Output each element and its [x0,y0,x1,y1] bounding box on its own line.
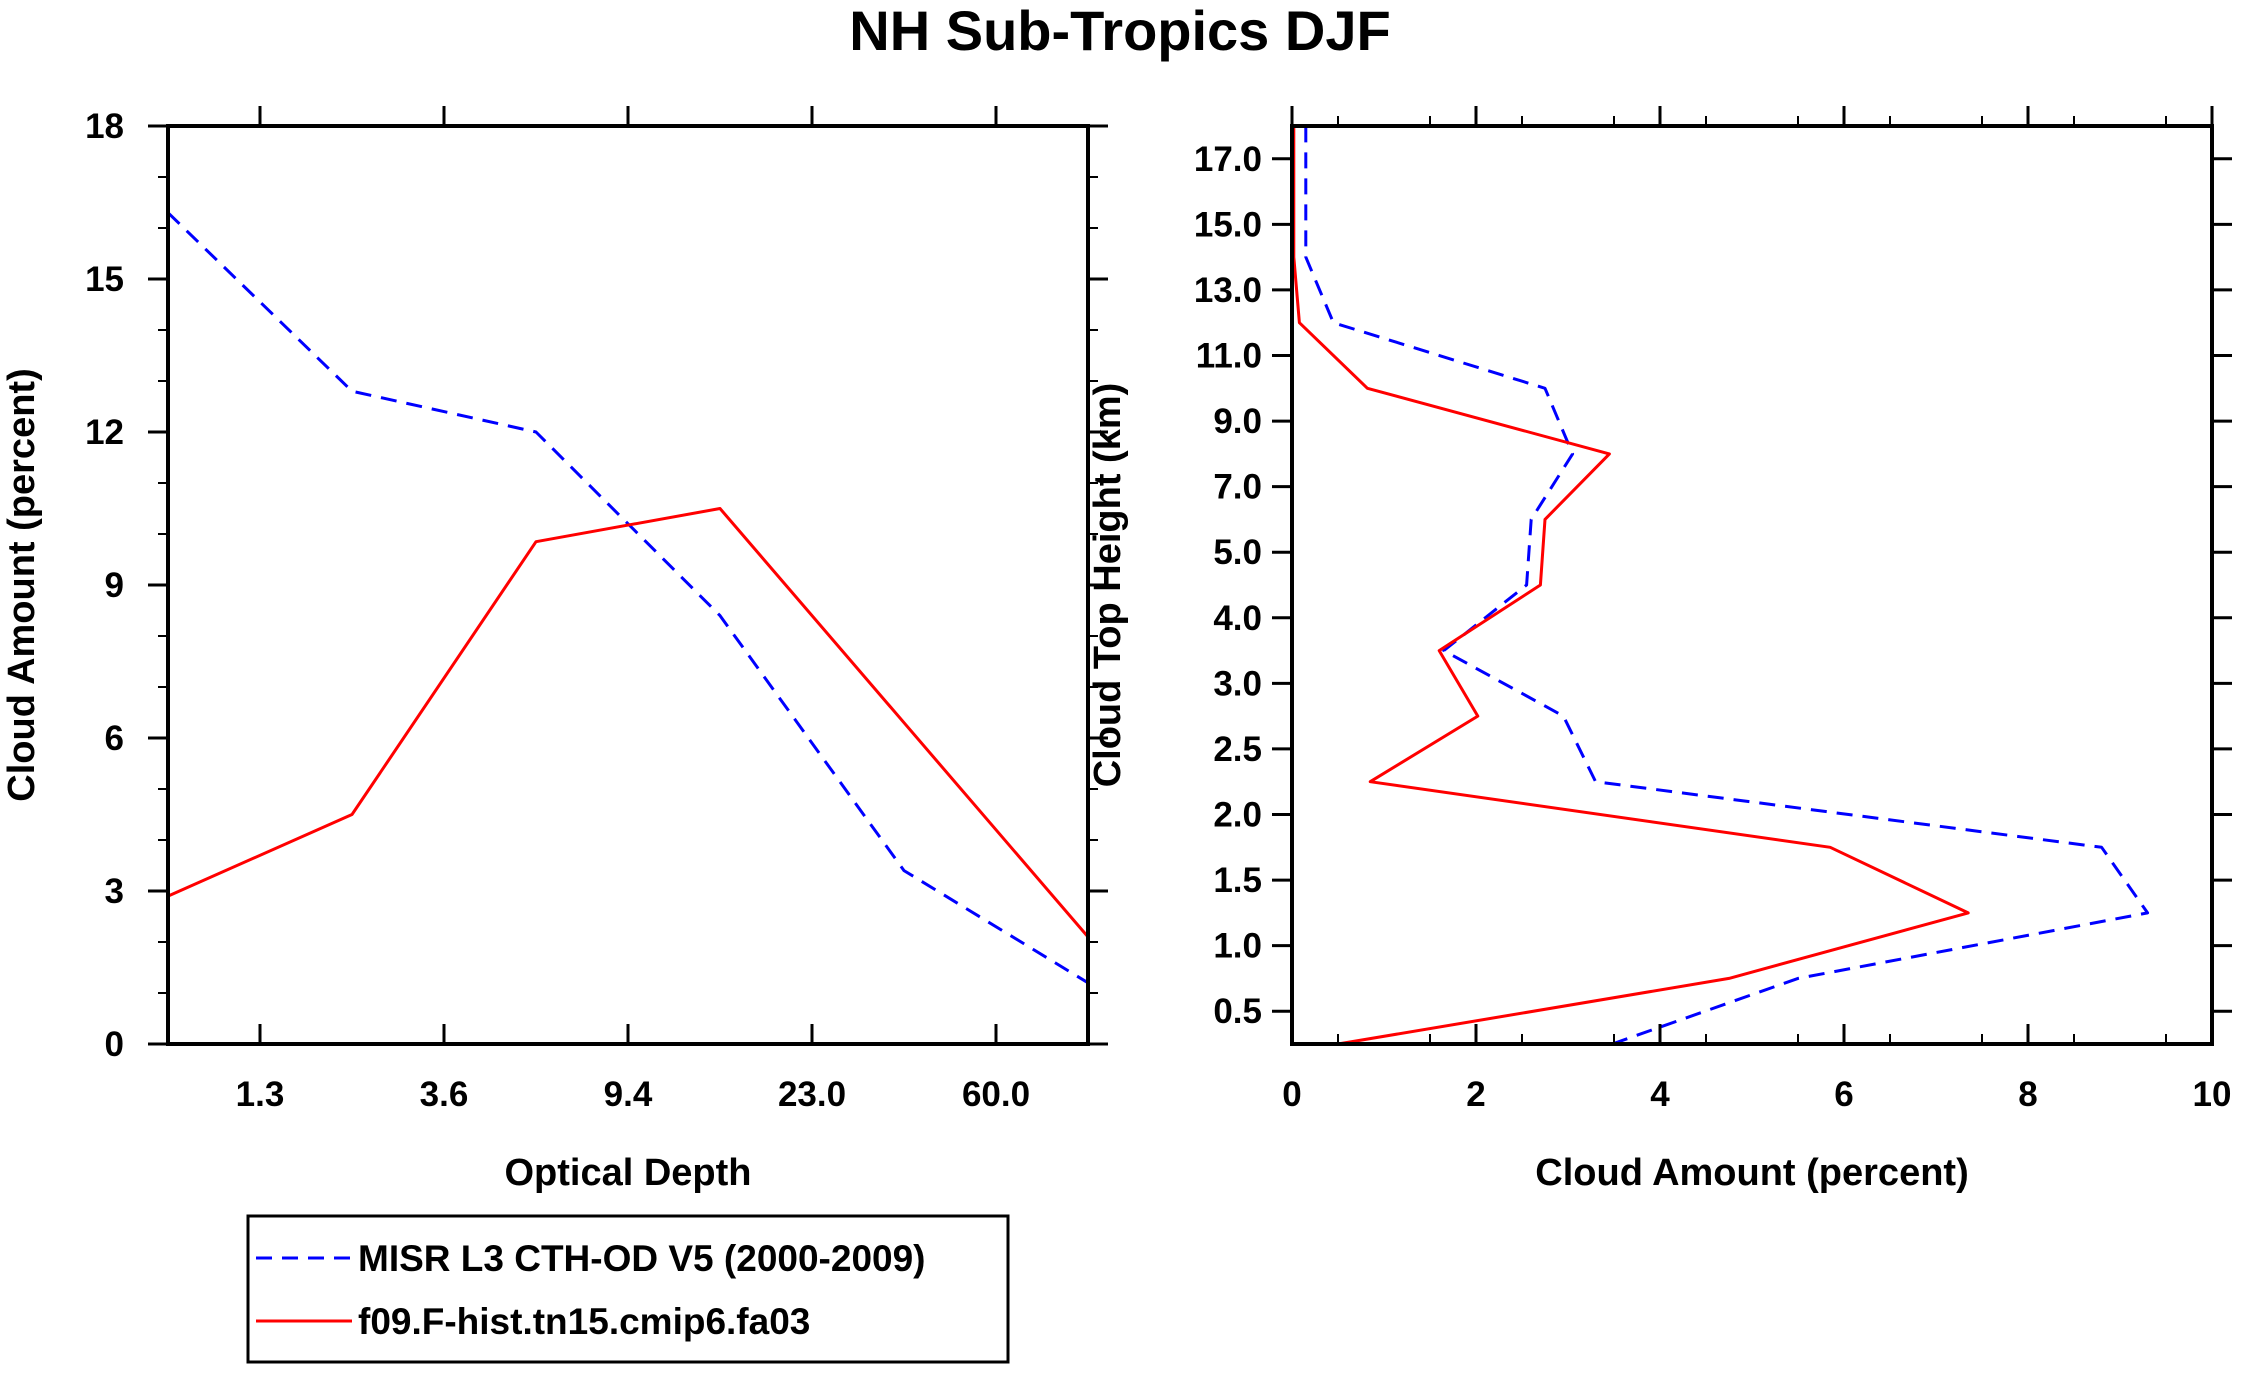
cth-y-tick-label: 2.0 [1213,796,1262,835]
optical-depth-x-label: Optical Depth [504,1152,751,1194]
od-y-tick-label: 9 [105,566,124,605]
cth-x-tick-label: 2 [1466,1075,1485,1114]
od-x-tick-label: 1.3 [236,1075,285,1114]
legend-box [246,1214,1010,1364]
cloud-top-height-x-label: Cloud Amount (percent) [1535,1152,1968,1194]
cth-y-tick-label: 9.0 [1213,402,1262,441]
cth-y-tick-label: 0.5 [1213,992,1262,1031]
od-x-tick-label: 9.4 [604,1075,653,1114]
cth-y-tick-label: 3.0 [1213,664,1262,703]
od-y-tick-label: 6 [105,719,124,758]
cth-y-tick-label: 11.0 [1196,337,1262,376]
cloud-top-height-plot-frame [1290,124,2214,1046]
od-series-line-model [167,507,1090,938]
cth-x-tick-label: 6 [1834,1075,1853,1114]
cloud-top-height-panel: 0 2 4 6 8 10 0.5 1.0 1.5 2.0 2.5 3.0 4.0 5.0 7.0 9.0 11.… [1087,106,2232,1194]
optical-depth-panel: 1.3 3.6 9.4 23.0 60.0 0 3 6 9 12 15 18 Optical Dept… [1,106,1108,1194]
cth-y-tick-label: 15.0 [1194,205,1262,244]
od-y-tick-label: 0 [105,1025,124,1064]
cth-series-line-model [1292,126,1970,1046]
od-y-tick-label: 12 [85,413,124,452]
legend: MISR L3 CTH-OD V5 (2000-2009) f09.F-hist… [246,1214,1010,1364]
figure-title: NH Sub-Tropics DJF [849,0,1390,62]
od-x-tick-label: 23.0 [778,1075,846,1114]
od-x-tick-label: 3.6 [420,1075,469,1114]
cth-x-tick-label: 8 [2018,1075,2037,1114]
optical-depth-y-label: Cloud Amount (percent) [1,368,43,801]
od-y-tick-label: 15 [85,260,124,299]
od-series-line-misr [166,211,1089,985]
cth-y-tick-label: 2.5 [1213,730,1262,769]
cth-y-tick-label: 13.0 [1194,271,1262,310]
cth-y-tick-label: 4.0 [1213,599,1262,638]
cth-x-tick-label: 0 [1282,1075,1301,1114]
cth-y-tick-label: 7.0 [1213,468,1262,507]
cloud-top-height-series [1292,126,2150,1046]
cth-x-tick-label: 4 [1650,1075,1670,1114]
od-x-tick-label: 60.0 [962,1075,1030,1114]
od-y-tick-label: 18 [85,107,124,146]
legend-label-model: f09.F-hist.tn15.cmip6.fa03 [358,1301,810,1342]
od-y-tick-label: 3 [105,872,124,911]
cth-series-line-misr [1304,126,2150,1046]
cth-y-tick-label: 1.0 [1213,927,1262,966]
cloud-top-height-axis-ticks: 0 2 4 6 8 10 0.5 1.0 1.5 2.0 2.5 3.0 4.0 5.0 7.0 9.0 11.… [1194,106,2232,1114]
cloud-top-height-y-label: Cloud Top Height (km) [1087,383,1129,788]
optical-depth-series [166,211,1090,985]
cth-y-tick-label: 5.0 [1213,533,1262,572]
cth-x-tick-label: 10 [2193,1075,2232,1114]
optical-depth-plot-frame [166,124,1090,1046]
cth-y-tick-label: 1.5 [1213,861,1262,900]
cth-y-tick-label: 17.0 [1194,140,1262,179]
legend-label-misr: MISR L3 CTH-OD V5 (2000-2009) [358,1238,926,1279]
optical-depth-axis-ticks: 1.3 3.6 9.4 23.0 60.0 0 3 6 9 12 15 18 [85,106,1108,1114]
